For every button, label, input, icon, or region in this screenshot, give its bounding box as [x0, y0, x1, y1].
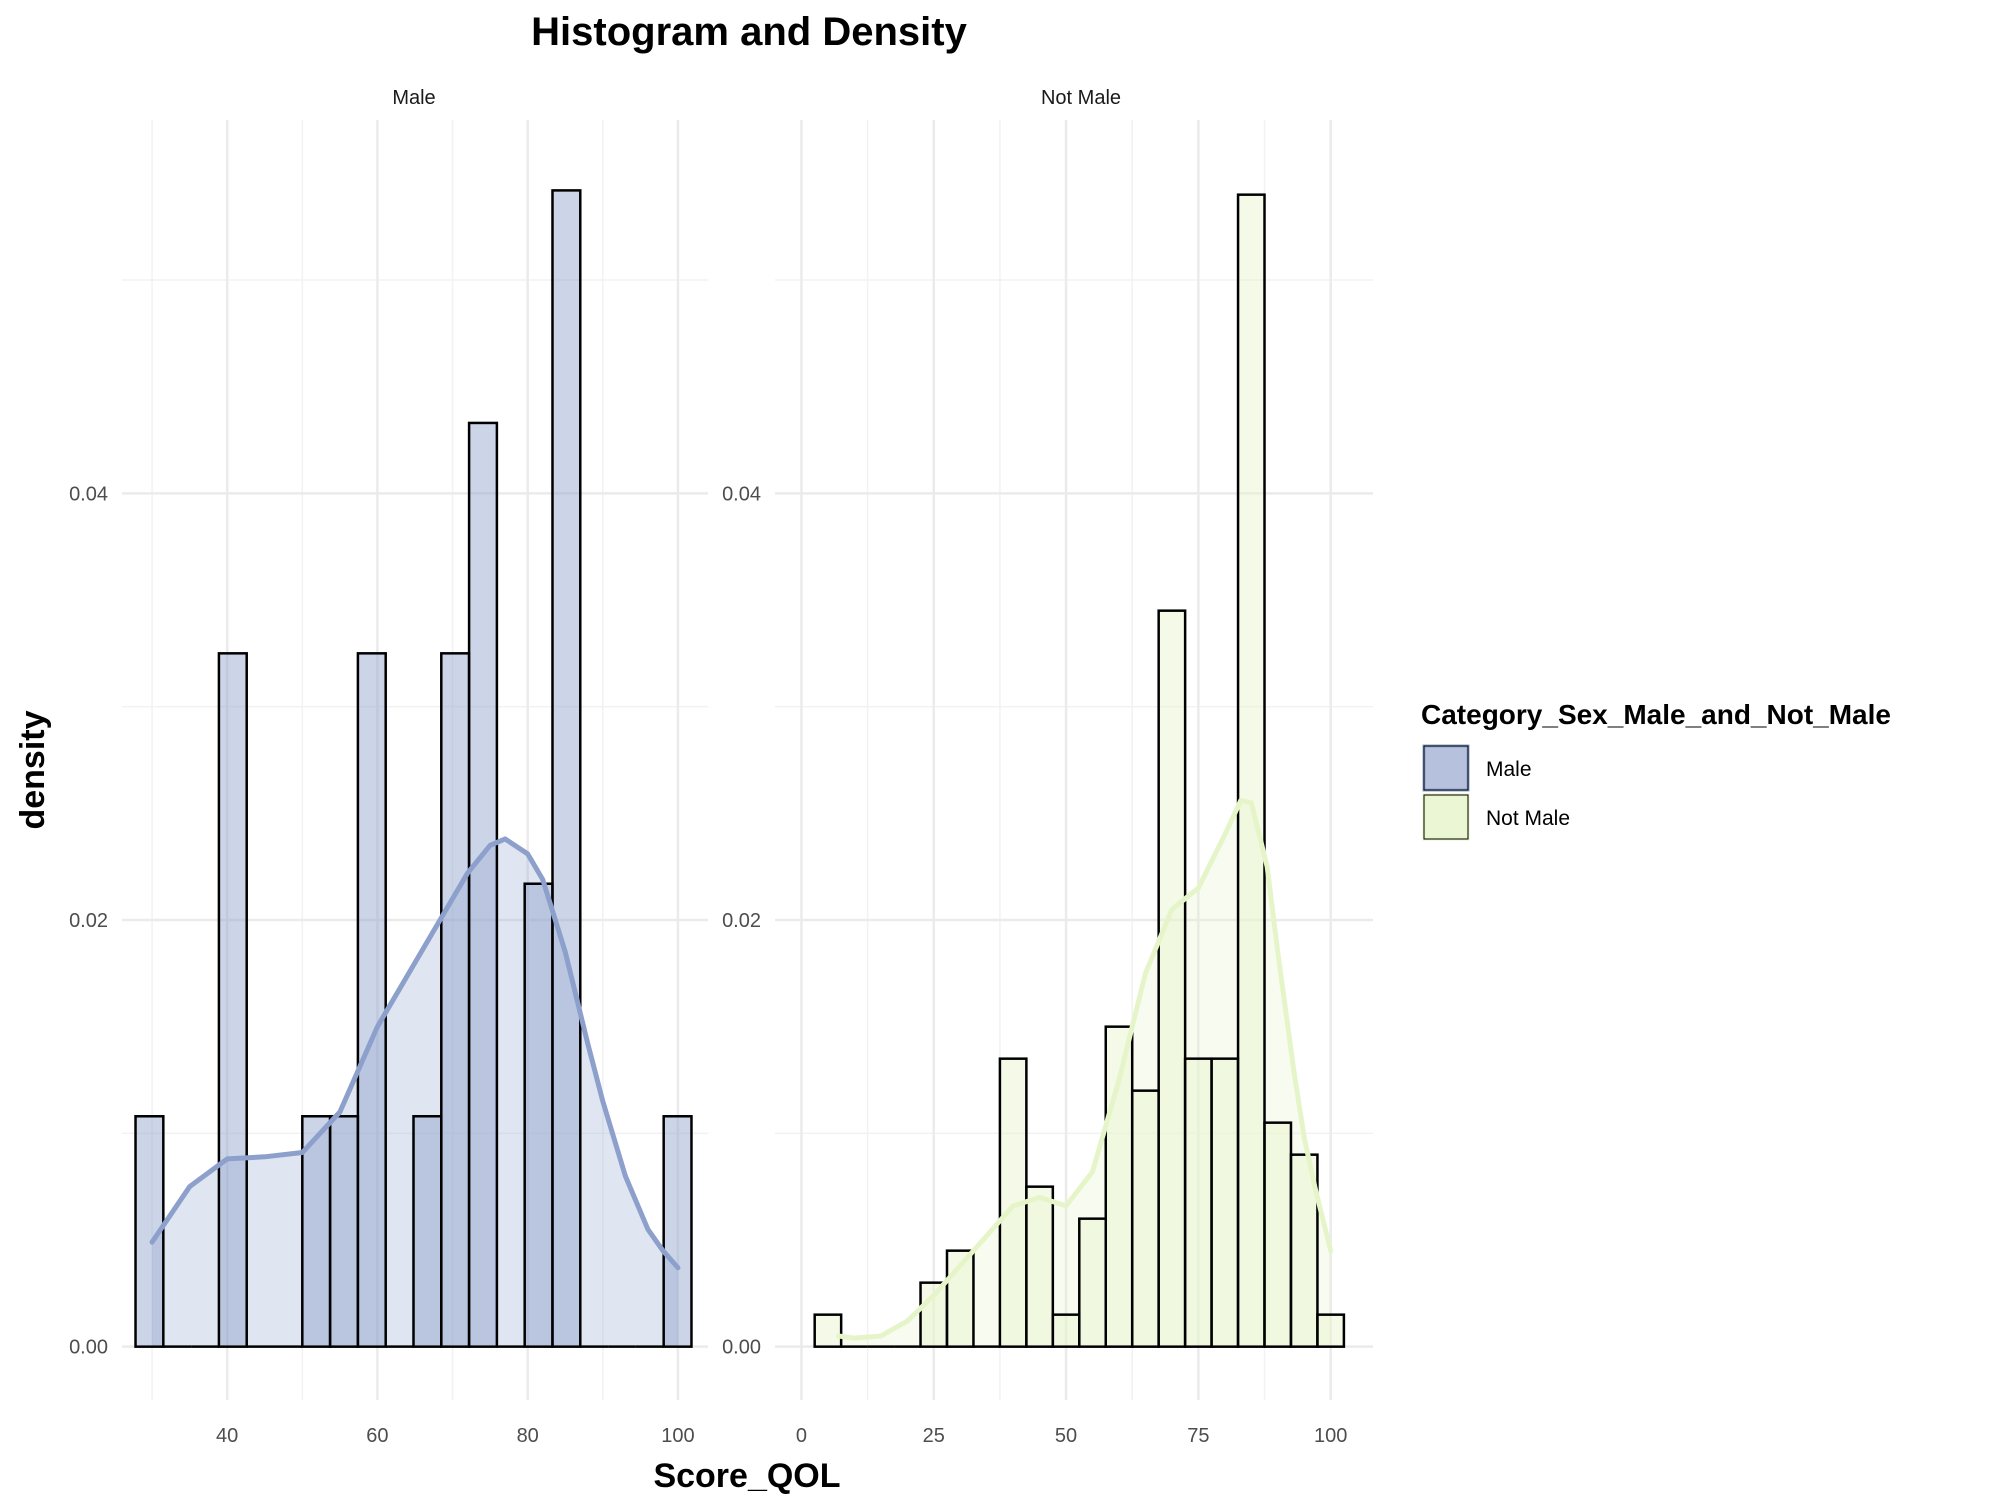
density-area	[152, 838, 678, 1347]
x-axis-title: Score_QOL	[653, 1457, 840, 1495]
histogram-bar	[328, 1115, 360, 1348]
histogram-bar	[1210, 1057, 1240, 1348]
histogram-bar	[551, 189, 582, 1348]
histogram-bar	[813, 1313, 843, 1348]
x-tick-label: 80	[517, 1425, 539, 1447]
histogram-bar	[440, 652, 471, 1348]
x-tick-label: 50	[1055, 1425, 1077, 1447]
legend-key-not-male-outline	[1423, 794, 1469, 840]
histogram-bar	[1130, 1089, 1160, 1348]
legend: Category_Sex_Male_and_Not_Male Male Not …	[1421, 699, 1891, 841]
x-tick-label: 25	[923, 1425, 945, 1447]
y-tick-label: 0.02	[69, 910, 108, 932]
legend-label: Not Male	[1486, 807, 1570, 830]
legend-key-not-male	[1422, 793, 1470, 841]
histogram-bar	[301, 1115, 332, 1348]
y-tick-label: 0.00	[722, 1337, 761, 1359]
histogram-bar	[1025, 1185, 1055, 1348]
histogram-bar	[412, 1115, 443, 1348]
histogram-bar	[1051, 1313, 1081, 1348]
legend-key-male	[1422, 744, 1470, 792]
histogram-bar	[1263, 1121, 1293, 1348]
x-tick-label: 40	[216, 1425, 238, 1447]
histogram-bar	[1157, 609, 1187, 1348]
density-area	[838, 800, 1331, 1347]
histogram-bar	[1078, 1217, 1108, 1348]
chart-title: Histogram and Density	[531, 10, 967, 54]
panel-not-male: Not Male 0 25 50 75 100 0.00 0.02 0.04	[722, 87, 1373, 1447]
y-axis-title: density	[14, 710, 52, 829]
x-tick-label: 100	[1314, 1425, 1347, 1447]
density-line	[149, 836, 681, 1271]
histogram-bar	[523, 882, 554, 1348]
panel-male: Male 40 60 80 100 0.00 0.02 0.04	[69, 87, 708, 1447]
panel-strip-label: Male	[392, 87, 435, 109]
x-tick-label: 100	[661, 1425, 694, 1447]
histogram-bar	[217, 652, 248, 1348]
y-tick-label: 0.04	[69, 483, 108, 505]
x-tick-label: 0	[796, 1425, 807, 1447]
histogram-bar	[1183, 1057, 1213, 1348]
legend-key-male-outline	[1423, 745, 1469, 791]
legend-title: Category_Sex_Male_and_Not_Male	[1421, 699, 1891, 730]
histogram-bar	[1236, 193, 1266, 1348]
histogram-bar	[1316, 1313, 1346, 1348]
y-tick-label: 0.04	[722, 483, 761, 505]
x-tick-label: 60	[366, 1425, 388, 1447]
legend-item-not-male: Not Male	[1422, 793, 1570, 841]
legend-item-male: Male	[1422, 744, 1532, 792]
y-tick-label: 0.02	[722, 910, 761, 932]
histogram-bar	[467, 421, 499, 1348]
x-tick-label: 75	[1187, 1425, 1209, 1447]
histogram-bar	[662, 1115, 693, 1348]
y-tick-label: 0.00	[69, 1337, 108, 1359]
legend-label: Male	[1486, 758, 1532, 781]
density-line	[836, 798, 1334, 1341]
panel-strip-label: Not Male	[1041, 87, 1121, 109]
histogram-bar	[356, 652, 387, 1348]
